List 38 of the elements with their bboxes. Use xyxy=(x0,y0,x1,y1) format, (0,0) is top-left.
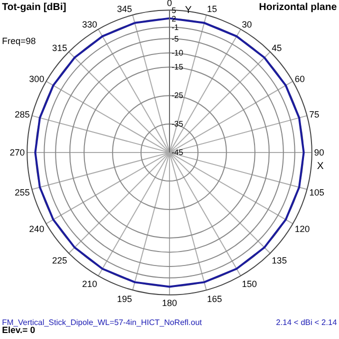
spoke-label: 135 xyxy=(272,255,287,266)
spoke-label: 315 xyxy=(52,43,68,54)
text: FM_Vertical_Stick_Dipole_WL=57-4in_HICT_NoRefl.out xyxy=(2,318,203,327)
spoke-label: 180 xyxy=(162,298,178,308)
y-tick-label: -25 xyxy=(172,91,184,100)
y-tick-label: -35 xyxy=(172,120,184,129)
spoke-label: 75 xyxy=(309,110,320,120)
spoke-label: 255 xyxy=(14,187,30,198)
spoke-label: 345 xyxy=(117,4,132,14)
text: Elev.= 0 xyxy=(2,325,36,335)
text: 2.14 < dBi < 2.14 xyxy=(276,318,338,327)
spoke-label: 330 xyxy=(82,19,98,30)
spoke-label: 150 xyxy=(242,279,257,290)
spoke-label: 30 xyxy=(242,19,252,30)
spoke-label: 0 xyxy=(166,0,172,8)
spoke-label: 165 xyxy=(206,294,222,304)
spoke-label: 240 xyxy=(29,224,44,234)
spoke-label: 15 xyxy=(206,4,217,14)
spoke-label: 210 xyxy=(82,279,98,290)
spoke-label: 90 xyxy=(314,148,324,158)
spoke-label: 195 xyxy=(117,294,132,304)
spoke-label: 120 xyxy=(294,224,310,234)
y-tick-label: -10 xyxy=(172,48,184,58)
y-tick-label: -1 xyxy=(172,22,180,32)
chart-subtitle: Horizontal plane xyxy=(259,2,338,13)
text: Freq=98 xyxy=(2,36,36,46)
y-tick-label: -45 xyxy=(172,148,184,158)
spoke-label: 270 xyxy=(10,148,25,158)
spoke-label: 225 xyxy=(52,255,68,266)
spoke-label: 60 xyxy=(294,74,305,84)
spoke-label: 285 xyxy=(14,110,30,120)
text: X xyxy=(317,161,324,172)
spoke-label: 105 xyxy=(309,187,324,198)
chart-title: Tot-gain [dBi] xyxy=(2,2,66,13)
y-tick-label: -15 xyxy=(172,62,184,72)
spoke-label: 300 xyxy=(29,74,44,84)
spoke-label: 45 xyxy=(272,43,282,54)
y-tick-label: -5 xyxy=(172,34,180,44)
